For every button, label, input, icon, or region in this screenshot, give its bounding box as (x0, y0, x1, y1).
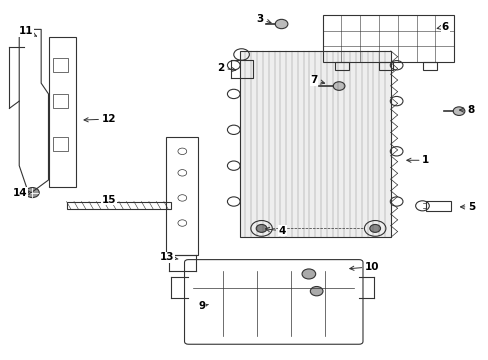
Bar (166, 137, 198, 255)
Text: 14: 14 (13, 188, 31, 198)
Text: 11: 11 (19, 26, 37, 36)
Text: 2: 2 (217, 63, 235, 73)
Bar (66, 202, 171, 210)
Bar (239, 51, 390, 237)
Circle shape (256, 225, 266, 232)
Text: 12: 12 (84, 114, 116, 124)
Circle shape (302, 269, 315, 279)
Bar (425, 201, 450, 211)
Bar (378, 62, 392, 70)
Text: 15: 15 (102, 195, 116, 205)
Bar (422, 62, 436, 70)
Text: 7: 7 (310, 75, 324, 85)
Bar (53, 137, 68, 150)
Text: 1: 1 (406, 155, 428, 165)
Bar (334, 62, 348, 70)
Circle shape (275, 19, 287, 29)
Bar (53, 58, 68, 72)
Text: 13: 13 (160, 252, 178, 262)
Bar (53, 94, 68, 108)
Text: 3: 3 (256, 14, 270, 24)
Circle shape (332, 82, 344, 90)
Bar (49, 37, 76, 187)
Bar (322, 15, 453, 62)
Text: 5: 5 (460, 202, 474, 212)
Text: 8: 8 (459, 105, 474, 115)
Circle shape (452, 107, 464, 116)
Text: 4: 4 (265, 226, 285, 236)
Circle shape (25, 188, 39, 198)
Text: 9: 9 (198, 301, 208, 311)
Circle shape (369, 225, 380, 232)
Text: 10: 10 (349, 262, 379, 272)
Circle shape (310, 287, 323, 296)
Text: 6: 6 (436, 22, 448, 32)
